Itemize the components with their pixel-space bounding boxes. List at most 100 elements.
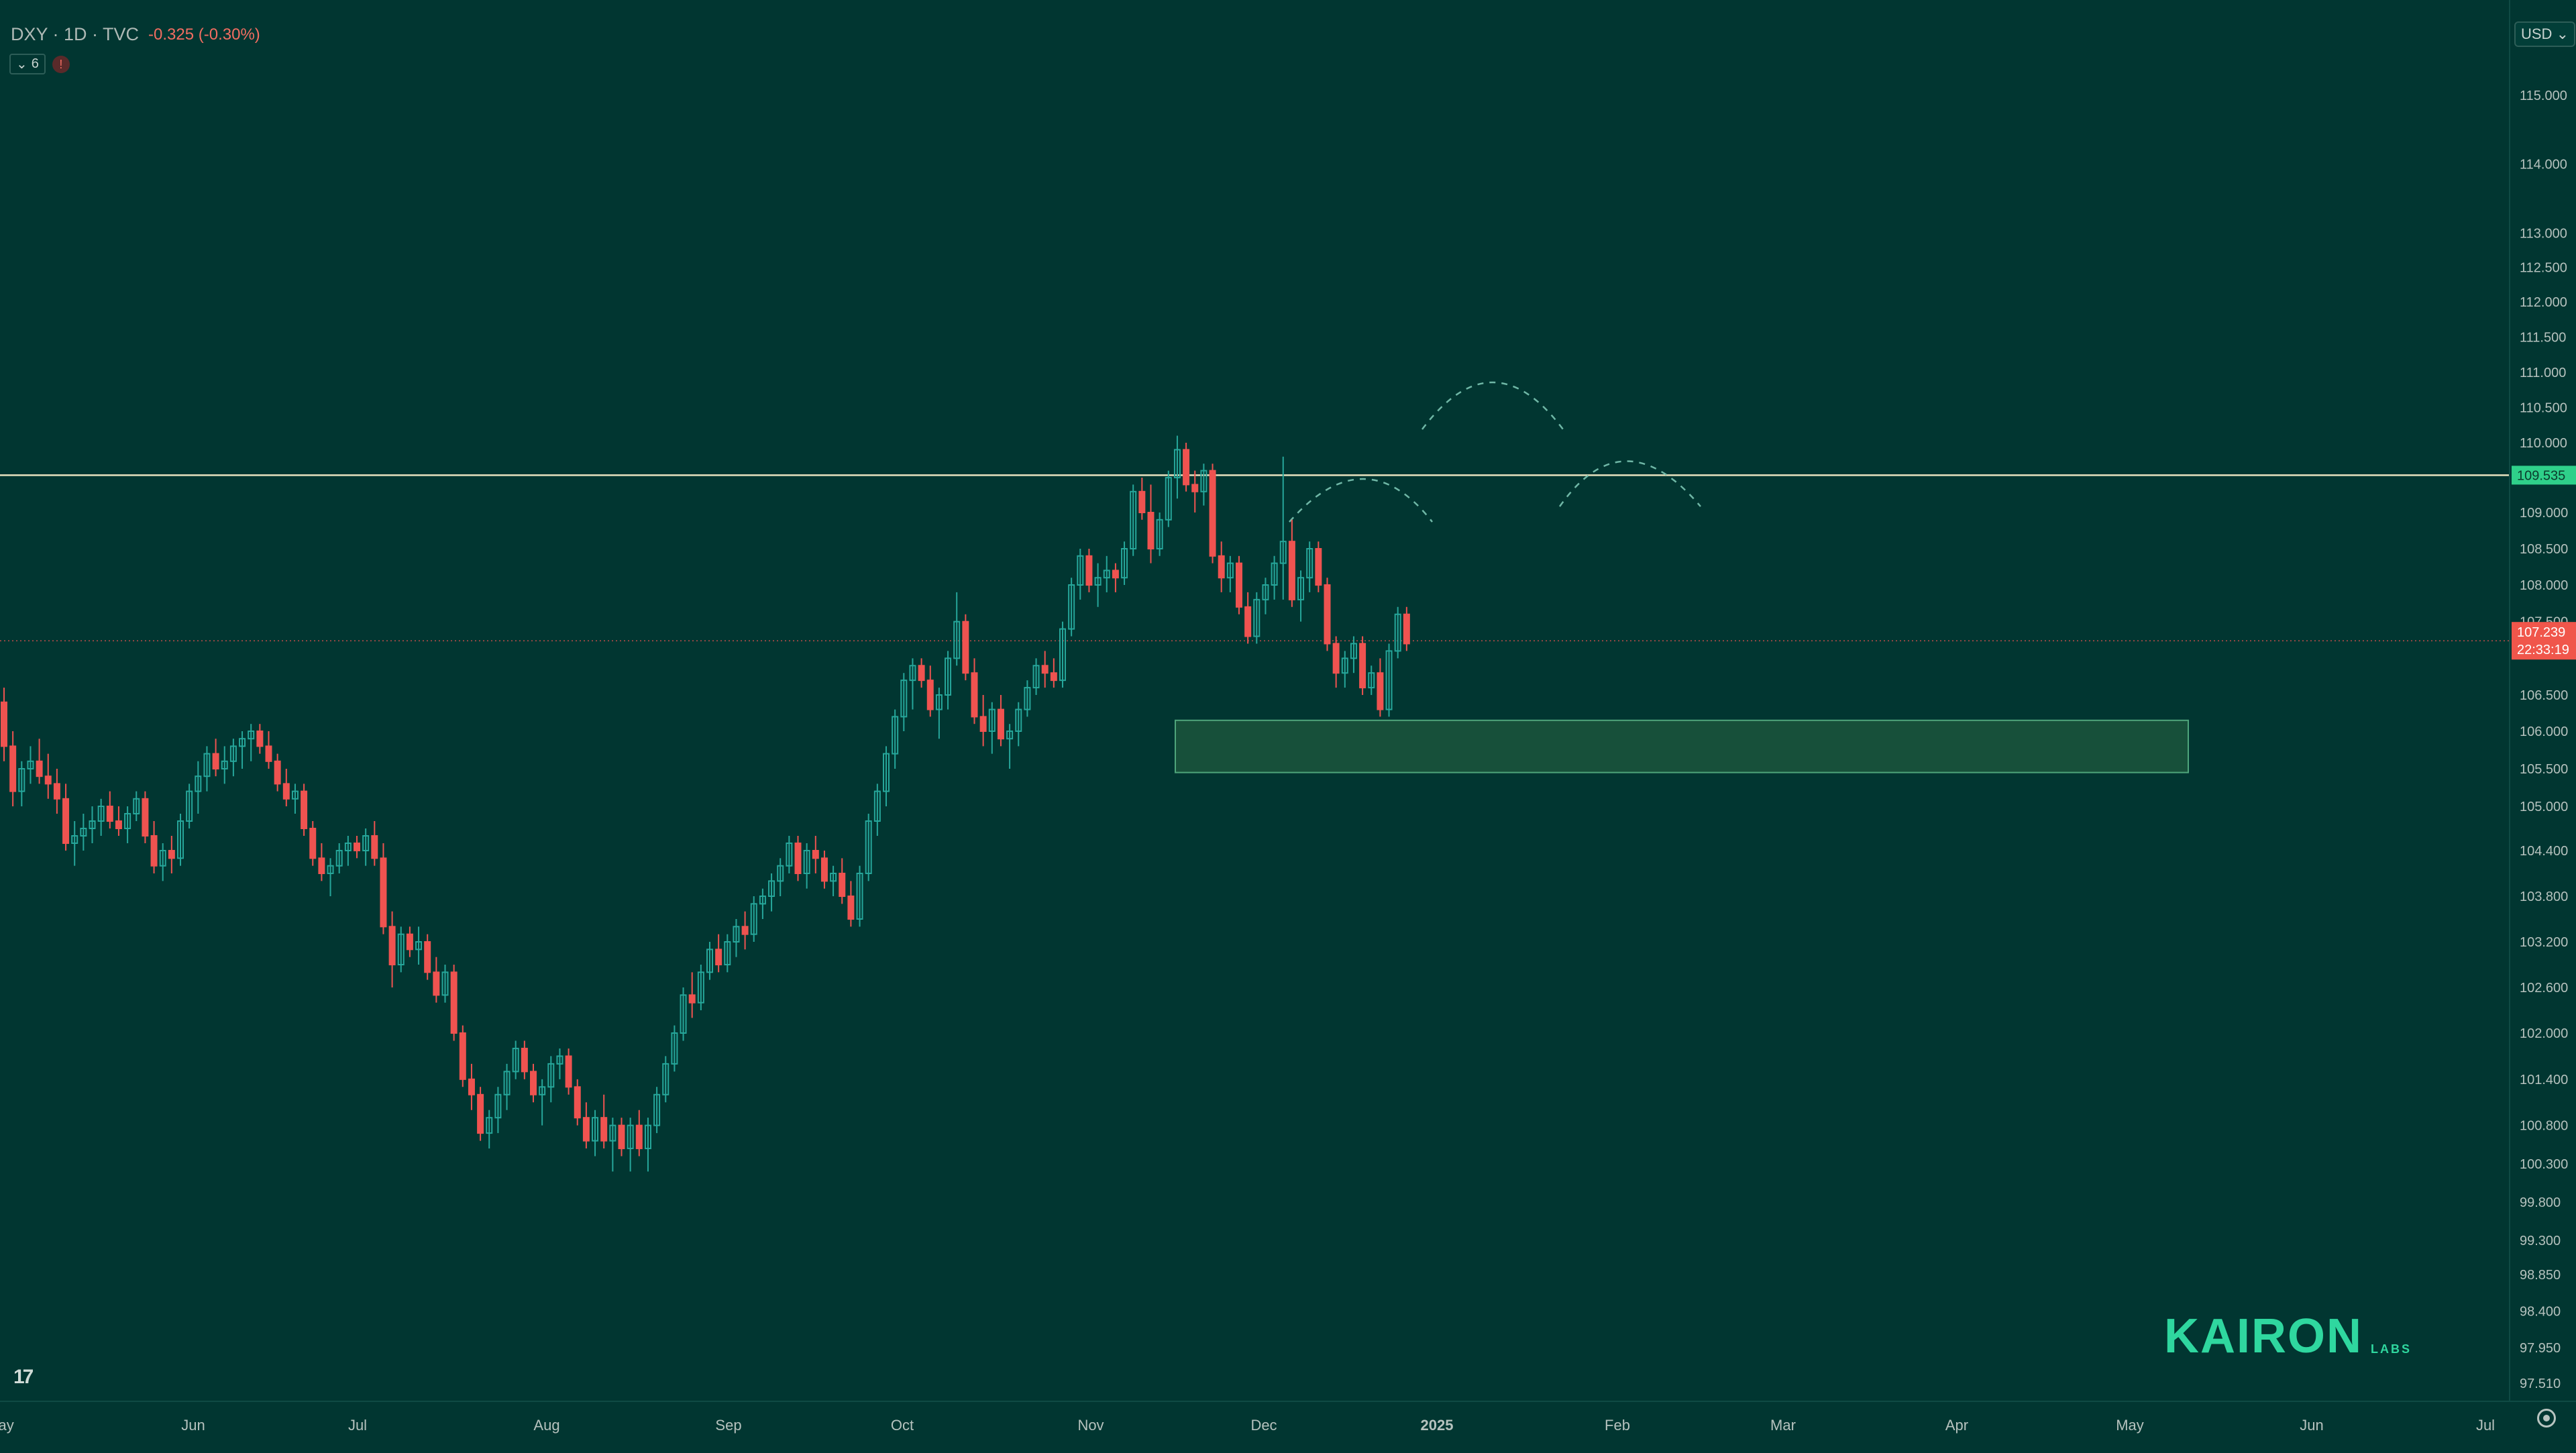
- candle-body: [1, 701, 7, 747]
- candle-body: [18, 768, 25, 792]
- y-tick-label: 108.000: [2520, 578, 2568, 593]
- candle-body: [27, 760, 34, 770]
- candle-body: [688, 994, 696, 1004]
- symbol-header: DXY · 1D · TVC -0.325 (-0.30%): [11, 24, 260, 45]
- candle-body: [301, 790, 308, 829]
- candle-body: [71, 835, 78, 844]
- candlestick-chart[interactable]: [0, 0, 2509, 1401]
- candle-body: [1173, 449, 1181, 479]
- candle-body: [971, 672, 978, 718]
- candle-body: [318, 857, 325, 875]
- y-tick-label: 105.000: [2520, 800, 2568, 814]
- candle-body: [1121, 548, 1128, 579]
- settings-icon[interactable]: [2537, 1409, 2556, 1428]
- y-tick-label: 97.510: [2520, 1377, 2561, 1391]
- candle-body: [856, 873, 863, 920]
- candle-body: [89, 820, 96, 829]
- candle-body: [1112, 570, 1119, 579]
- candle-body: [80, 828, 87, 837]
- y-tick-label: 105.500: [2520, 762, 2568, 777]
- candle-body: [1147, 512, 1155, 549]
- candle-body: [521, 1047, 528, 1073]
- alert-icon[interactable]: !: [52, 55, 70, 73]
- x-tick-label: Mar: [1770, 1417, 1796, 1434]
- y-tick-label: 103.800: [2520, 890, 2568, 904]
- candle-body: [733, 926, 740, 943]
- candle-body: [1244, 606, 1252, 637]
- candle-body: [768, 880, 775, 898]
- tradingview-logo[interactable]: 17: [13, 1366, 34, 1388]
- candle-body: [424, 941, 431, 973]
- candle-body: [1324, 584, 1331, 645]
- x-tick-label: Sep: [715, 1417, 741, 1434]
- candle-body: [777, 865, 784, 882]
- candle-body: [839, 873, 846, 897]
- candle-body: [1077, 555, 1084, 586]
- candle-body: [1279, 541, 1287, 564]
- candle-body: [459, 1032, 466, 1080]
- candle-body: [1368, 672, 1375, 689]
- y-tick-label: 102.000: [2520, 1026, 2568, 1041]
- candle-body: [794, 843, 802, 874]
- candle-body: [388, 926, 396, 966]
- candle-body: [142, 798, 149, 837]
- candle-body: [1394, 613, 1401, 652]
- candle-body: [627, 1124, 634, 1150]
- candle-body: [1288, 541, 1295, 600]
- candle-body: [256, 731, 264, 747]
- candle-body: [979, 716, 987, 733]
- candle-body: [1138, 490, 1146, 513]
- candle-body: [556, 1055, 564, 1065]
- candle-body: [680, 994, 687, 1034]
- price-axis[interactable]: 115.000 114.000 113.000 112.500 112.000 111.5…: [2509, 0, 2576, 1401]
- candle-body: [1209, 470, 1216, 557]
- candle-body: [354, 843, 360, 851]
- x-tick-label: May: [2116, 1417, 2144, 1434]
- candle-body: [503, 1071, 511, 1095]
- candle-body: [539, 1086, 546, 1095]
- candle-body: [397, 933, 405, 965]
- x-tick-label: Apr: [1945, 1417, 1968, 1434]
- candle-body: [547, 1063, 555, 1088]
- time-axis[interactable]: May Jun Jul Aug Sep Oct Nov Dec 2025 Feb Mar Apr May…: [0, 1401, 2576, 1453]
- y-tick-label: 106.500: [2520, 688, 2568, 703]
- candle-body: [900, 680, 908, 718]
- candle-body: [926, 680, 934, 710]
- candle-body: [1271, 562, 1278, 586]
- brand-logo: KAIRON LABS: [2164, 1312, 2412, 1360]
- candle-body: [935, 694, 943, 710]
- candle-body: [618, 1124, 625, 1150]
- x-tick-label: Feb: [1605, 1417, 1630, 1434]
- candle-body: [847, 896, 855, 920]
- candle-body: [830, 873, 837, 882]
- y-tick-label: 112.000: [2520, 295, 2567, 310]
- candle-body: [327, 865, 334, 874]
- candle-body: [1359, 643, 1366, 689]
- y-tick-label: 104.400: [2520, 844, 2568, 859]
- candle-body: [36, 760, 43, 777]
- candle-body: [1236, 562, 1242, 608]
- candle-body: [706, 949, 713, 973]
- candle-body: [186, 790, 193, 822]
- candle-body: [9, 745, 17, 792]
- indicators-toggle[interactable]: ⌄ 6: [9, 54, 46, 74]
- candle-body: [997, 708, 1004, 740]
- candle-body: [724, 941, 731, 965]
- candle-body: [1385, 650, 1393, 710]
- candle-body: [44, 775, 52, 785]
- candle-body: [1094, 577, 1102, 586]
- currency-button[interactable]: USD ⌄: [2514, 21, 2576, 47]
- candle-body: [133, 798, 140, 815]
- symbol-label[interactable]: DXY · 1D · TVC: [11, 24, 140, 44]
- candle-body: [1350, 643, 1357, 659]
- candle-body: [988, 708, 996, 732]
- candle-body: [812, 850, 819, 859]
- resistance-price-tag: [2512, 466, 2576, 485]
- candle-body: [415, 941, 423, 951]
- candle-body: [1059, 628, 1066, 682]
- y-tick-label: 102.600: [2520, 981, 2568, 995]
- candle-body: [892, 716, 899, 755]
- y-tick-label: 101.400: [2520, 1073, 2568, 1087]
- candle-body: [786, 843, 793, 867]
- y-tick-label: 97.950: [2520, 1341, 2561, 1356]
